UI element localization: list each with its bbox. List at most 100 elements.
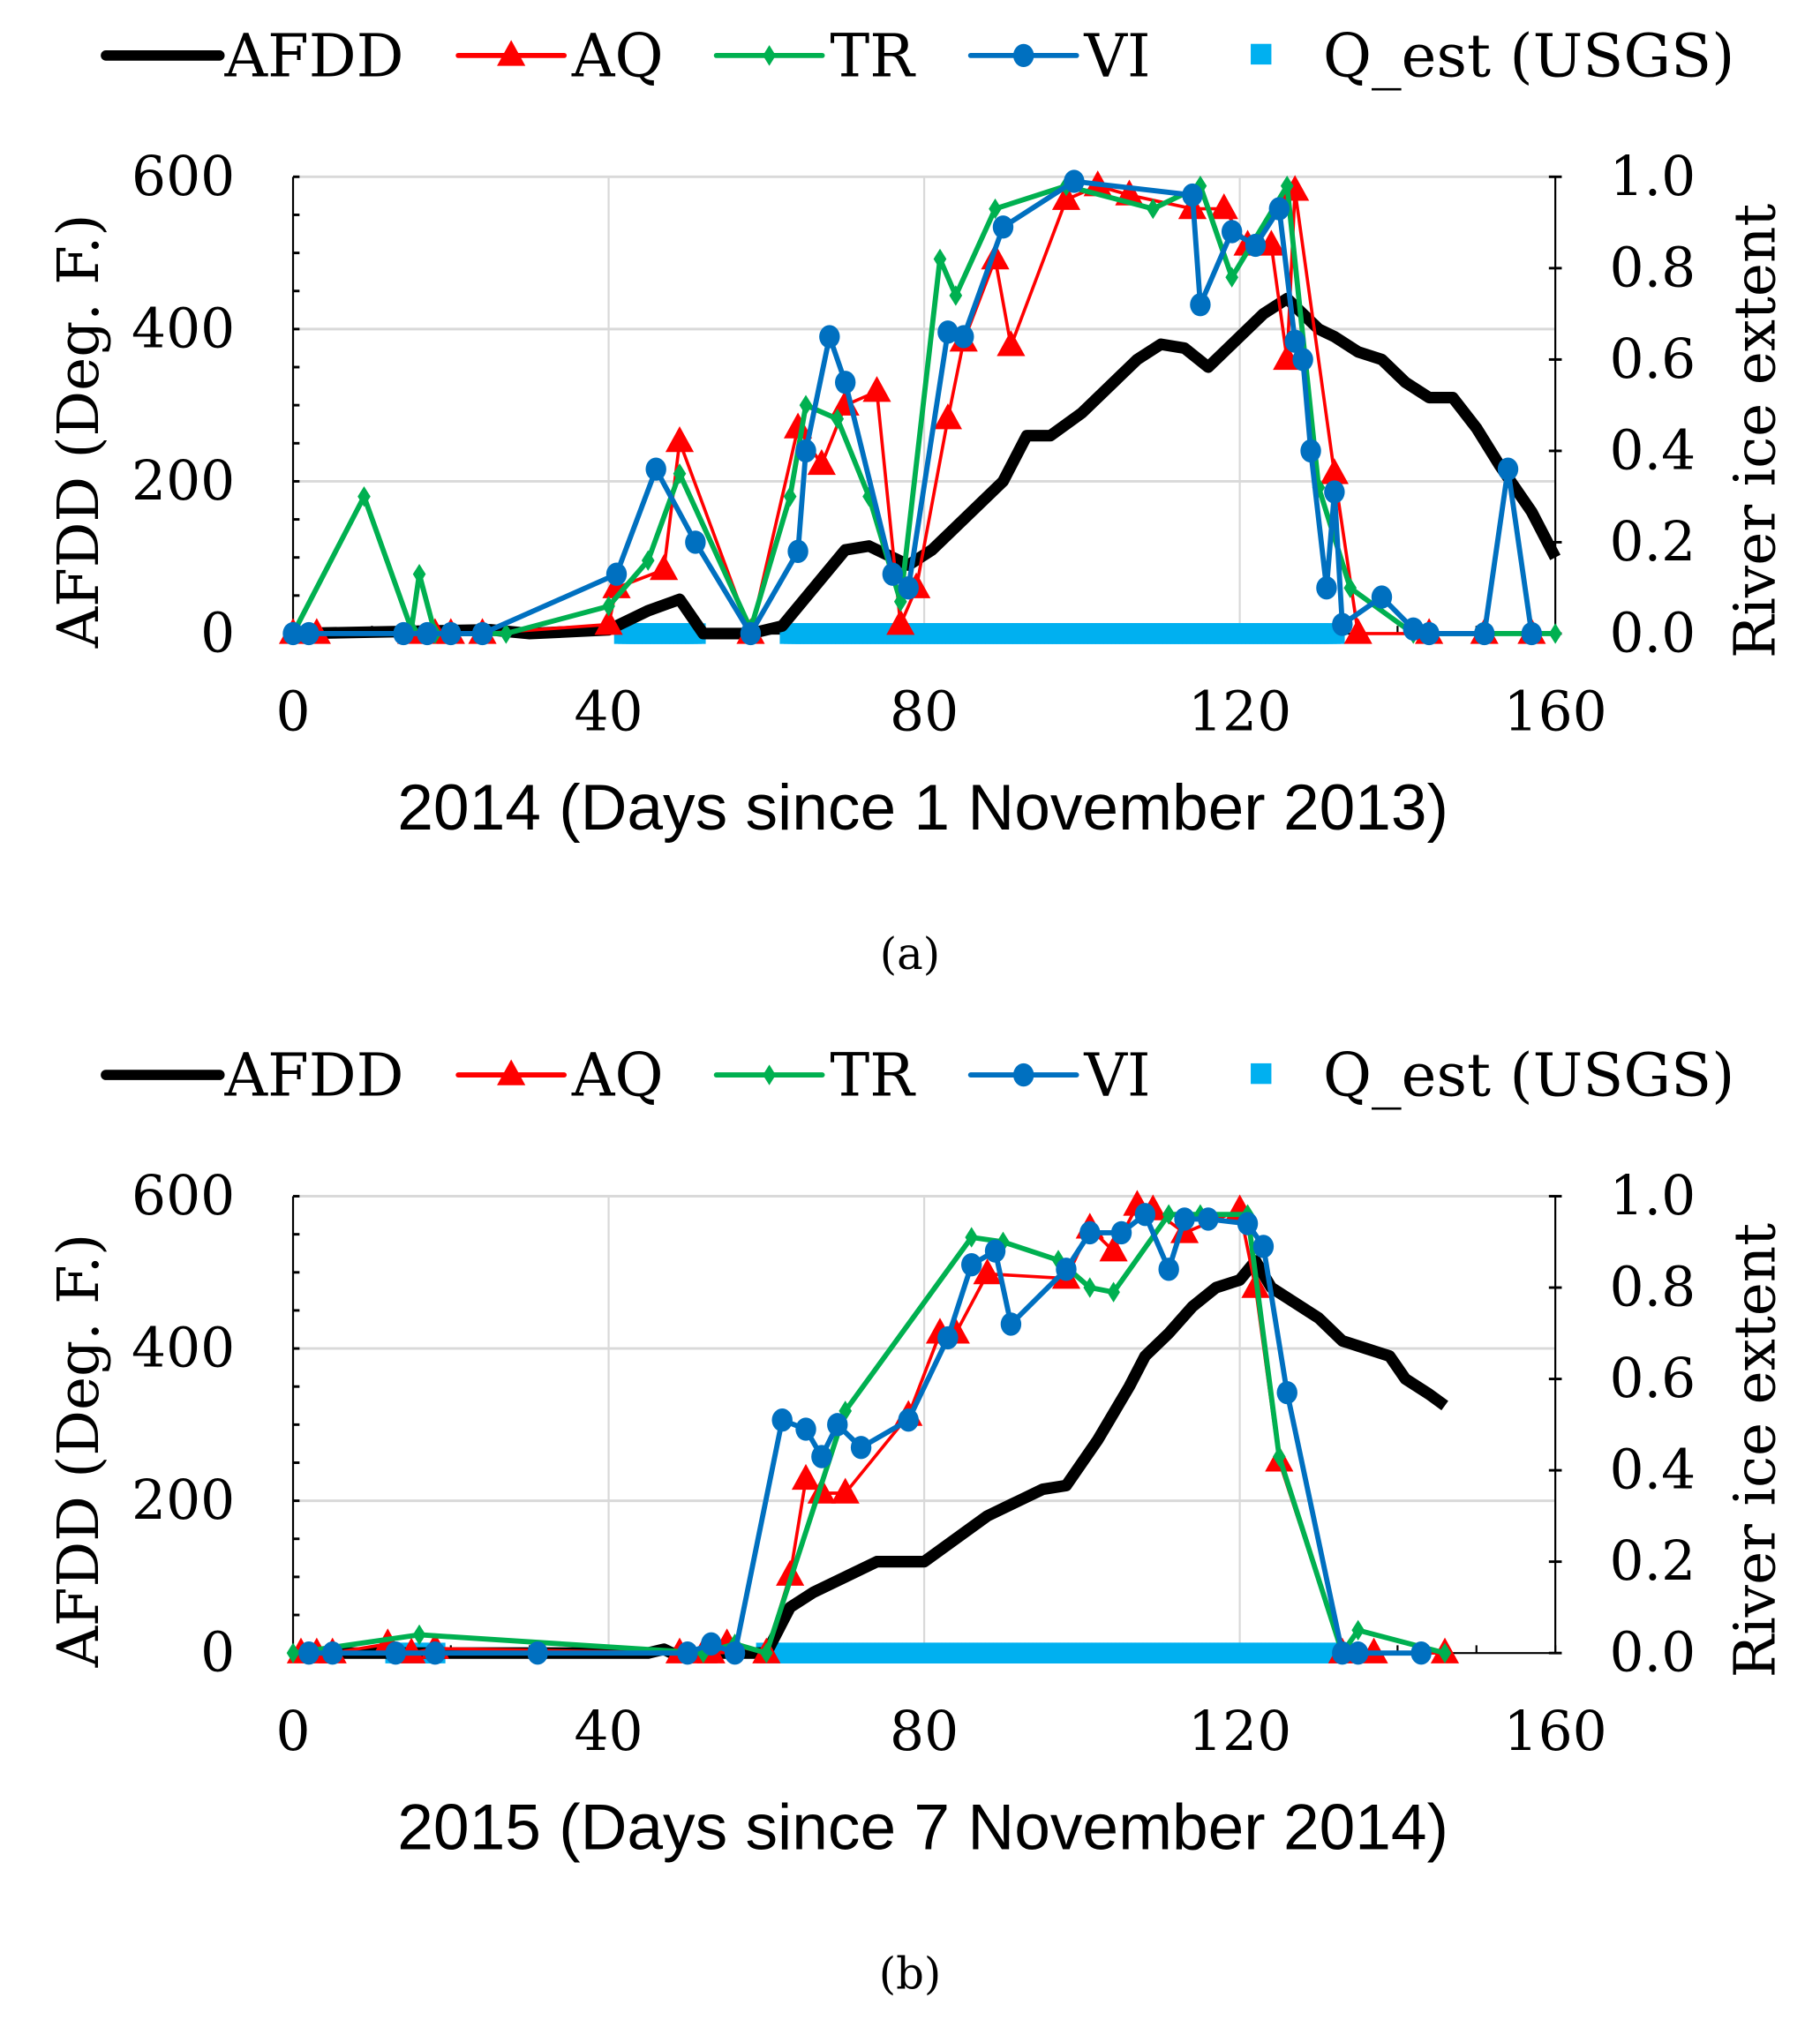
data-point	[807, 448, 836, 476]
data-point	[1198, 1207, 1219, 1231]
data-point	[961, 1253, 982, 1277]
series-afdd	[293, 1255, 1448, 1659]
data-point	[1351, 1619, 1365, 1641]
data-point	[1174, 1207, 1195, 1231]
y2-tick-label: 0.0	[1610, 1622, 1696, 1685]
legend-label: VI	[1083, 1040, 1150, 1109]
data-point	[882, 562, 904, 586]
y2-tick-label: 0.2	[1610, 1530, 1696, 1593]
y-tick-label: 200	[132, 1469, 235, 1532]
data-point	[1051, 184, 1081, 210]
data-point	[298, 1641, 320, 1665]
x-tick-label: 160	[1504, 1701, 1607, 1763]
series-vi	[298, 1203, 1432, 1665]
data-point	[1000, 1312, 1022, 1336]
data-point	[1521, 621, 1543, 646]
data-point	[862, 376, 891, 402]
legend-marker	[497, 40, 526, 66]
data-point	[1110, 1220, 1132, 1245]
data-point	[500, 623, 513, 644]
data-point	[1332, 1641, 1353, 1665]
data-point	[1268, 197, 1290, 221]
data-point	[665, 426, 695, 453]
data-point	[1056, 1258, 1077, 1281]
y2-tick-label: 0.6	[1610, 328, 1696, 391]
y-tick-label: 200	[132, 450, 235, 513]
data-point	[992, 215, 1014, 239]
data-point	[527, 1641, 548, 1665]
data-point	[989, 198, 1002, 220]
data-point	[898, 576, 919, 600]
y2-tick-label: 0.2	[1610, 511, 1696, 574]
data-point	[1324, 480, 1345, 504]
y2-axis-label: River ice extent	[1723, 1223, 1789, 1678]
data-point	[787, 539, 808, 563]
data-point	[1410, 1641, 1432, 1665]
y2-tick-label: 0.8	[1610, 1257, 1696, 1319]
legend-label: Q_est (USGS)	[1323, 1040, 1734, 1109]
data-point	[831, 408, 845, 430]
data-point	[440, 621, 462, 646]
data-point	[898, 1408, 919, 1432]
y2-tick-label: 0.4	[1610, 419, 1696, 482]
data-point	[1403, 617, 1424, 641]
x-axis-label: 2015 (Days since 7 November 2014)	[397, 1791, 1448, 1863]
data-point	[701, 1632, 722, 1656]
data-point	[795, 439, 816, 463]
y2-tick-label: 0.6	[1610, 1348, 1696, 1410]
data-point	[1272, 1446, 1286, 1468]
y-tick-label: 600	[132, 146, 235, 208]
data-point	[1497, 457, 1519, 481]
data-point	[819, 325, 840, 349]
y2-axis-label: River ice extent	[1723, 204, 1789, 658]
data-point	[740, 621, 762, 646]
y-axis-label: AFDD (Deg. F.)	[46, 214, 112, 650]
chart-panel-0: 0 40 80 120 160 0 200 400 600 0.0 0.2 0.4 0.6 0.8 1.0 2…	[46, 146, 1788, 980]
x-tick-label: 40	[574, 1701, 643, 1763]
legend-marker	[1012, 43, 1034, 68]
data-point	[685, 530, 706, 554]
y-tick-label: 400	[132, 1318, 235, 1380]
data-point	[795, 1417, 816, 1441]
data-point	[953, 325, 974, 349]
data-point	[937, 320, 959, 344]
data-point	[1190, 293, 1211, 317]
data-point	[645, 457, 666, 481]
data-point	[650, 553, 679, 581]
legend-label: AQ	[571, 21, 664, 90]
data-point	[783, 412, 813, 439]
series-tr	[286, 1204, 1452, 1663]
legend: AFDD AQ TR VI Q_est (USGS)	[101, 1040, 1734, 1109]
data-point	[1473, 621, 1495, 646]
x-tick-label: 120	[1188, 1701, 1291, 1763]
legend-item: AQ	[455, 21, 664, 90]
x-tick-label: 160	[1504, 681, 1607, 744]
data-point	[1182, 183, 1203, 207]
data-point	[996, 330, 1026, 357]
data-point	[850, 1436, 872, 1460]
legend-item: VI	[967, 21, 1151, 90]
data-point	[298, 621, 320, 646]
data-point	[886, 609, 915, 635]
data-point	[425, 1641, 446, 1665]
data-point	[677, 1641, 698, 1665]
data-point	[385, 1641, 406, 1665]
series-line	[292, 292, 1561, 640]
legend-item: AFDD	[101, 1040, 404, 1109]
data-point	[1548, 623, 1562, 644]
legend-item: TR	[713, 1040, 916, 1109]
legend-label: AQ	[571, 1040, 664, 1109]
y2-tick-label: 0.8	[1610, 237, 1696, 299]
legend-item: AFDD	[101, 21, 404, 90]
data-point	[1245, 233, 1267, 258]
data-point	[673, 463, 687, 484]
data-point	[724, 1641, 746, 1665]
data-point	[1418, 621, 1440, 646]
legend-label: TR	[830, 1040, 916, 1109]
data-point	[282, 621, 304, 646]
legend-marker	[763, 1064, 776, 1085]
data-point	[1221, 220, 1243, 244]
data-point	[1134, 1203, 1156, 1227]
y2-tick-label: 1.0	[1610, 146, 1696, 208]
y2-tick-label: 1.0	[1610, 1165, 1696, 1228]
